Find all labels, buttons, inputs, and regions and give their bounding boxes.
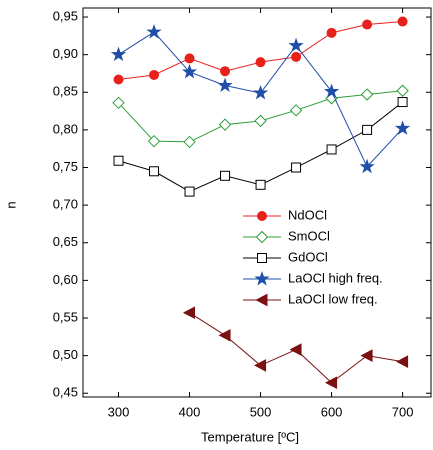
marker [146, 24, 162, 39]
y-tick-label: 0,65 [53, 234, 78, 249]
marker [291, 51, 302, 62]
marker [359, 158, 375, 174]
marker [289, 343, 302, 356]
legend-label: LaOCl high freq. [288, 270, 383, 285]
marker [220, 170, 231, 181]
y-tick-label: 0,95 [53, 8, 78, 23]
marker [182, 306, 196, 320]
marker [397, 97, 408, 108]
marker [184, 53, 195, 64]
marker [254, 270, 270, 286]
marker [362, 124, 373, 135]
marker [323, 83, 340, 99]
legend-label: GdOCl [288, 249, 328, 264]
marker [184, 186, 195, 197]
series-line [118, 31, 403, 168]
y-tick-label: 0,60 [53, 272, 78, 287]
y-tick-label: 0,75 [53, 159, 78, 174]
marker [360, 88, 374, 101]
legend-label: LaOCl low freq. [288, 291, 378, 306]
y-tick-label: 0,80 [53, 121, 78, 136]
marker [112, 96, 125, 110]
marker [113, 74, 124, 85]
y-tick-label: 0,45 [53, 385, 78, 400]
marker [113, 155, 124, 166]
y-tick-label: 0,90 [53, 46, 78, 61]
y-tick-label: 0,70 [53, 197, 78, 212]
marker [324, 376, 338, 390]
y-axis-label: n [3, 201, 18, 208]
marker [181, 63, 198, 79]
x-tick-label: 500 [250, 404, 272, 419]
x-tick-label: 700 [392, 404, 414, 419]
marker [147, 134, 161, 148]
marker [253, 359, 267, 372]
legend-label: SmOCl [288, 228, 330, 243]
marker [252, 85, 269, 100]
marker [257, 211, 267, 221]
legend-label: NdOCl [288, 207, 327, 222]
marker [110, 46, 127, 62]
x-tick-label: 300 [108, 404, 130, 419]
marker [220, 66, 231, 77]
marker [217, 77, 233, 92]
marker [396, 355, 409, 368]
plot-frame [82, 7, 432, 398]
marker [255, 57, 266, 68]
x-axis-label: Temperature [ºC] [201, 429, 299, 444]
marker [255, 293, 268, 307]
marker [149, 166, 160, 177]
marker [149, 69, 160, 80]
marker [360, 349, 373, 362]
marker [254, 114, 267, 128]
marker [394, 120, 411, 135]
marker [396, 84, 409, 97]
y-tick-label: 0,85 [53, 84, 78, 99]
x-tick-label: 600 [321, 404, 343, 419]
marker [288, 37, 304, 53]
marker [326, 27, 337, 38]
marker [218, 328, 231, 342]
x-tick-label: 400 [179, 404, 201, 419]
series-line [118, 21, 403, 80]
marker [218, 118, 232, 131]
marker [183, 135, 196, 149]
marker [397, 16, 408, 27]
y-tick-label: 0,50 [53, 347, 78, 362]
marker [289, 104, 303, 117]
marker [255, 179, 266, 190]
marker [362, 19, 373, 30]
marker [257, 253, 267, 263]
marker [326, 144, 337, 155]
marker [291, 162, 302, 173]
marker [255, 230, 269, 244]
y-tick-label: 0,55 [53, 309, 78, 324]
